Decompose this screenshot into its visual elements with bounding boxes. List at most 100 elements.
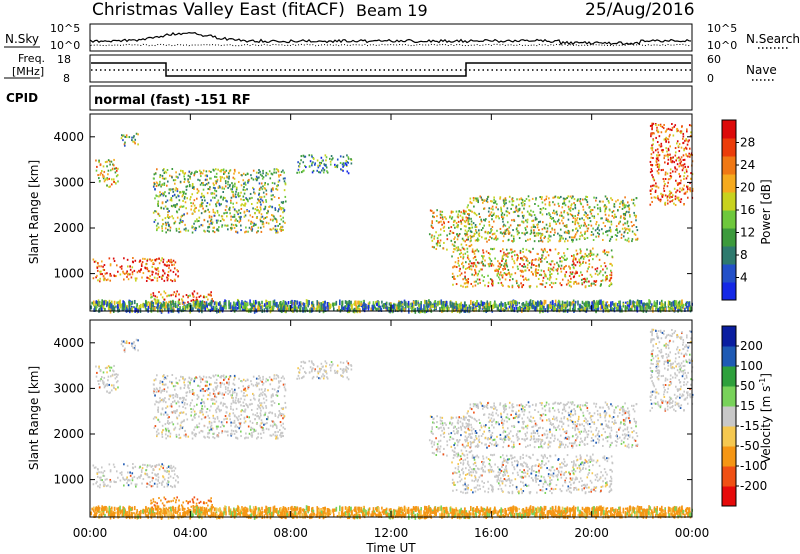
power-echo-cell <box>473 304 475 307</box>
power-echo-cell <box>544 308 546 313</box>
power-echo-cell <box>363 302 365 307</box>
power-echo-cell <box>557 220 559 223</box>
power-echo-cell <box>208 216 211 219</box>
power-echo-cell <box>104 307 106 311</box>
power-echo-cell <box>212 308 215 312</box>
power-echo-cell <box>173 308 175 312</box>
power-echo-cell <box>430 224 433 227</box>
power-echo-cell <box>446 248 448 251</box>
power-echo-cell <box>262 169 264 172</box>
power-echo-cell <box>260 226 262 229</box>
power-echo-cell <box>533 305 536 311</box>
power-echo-cell <box>206 220 209 223</box>
power-echo-cell <box>600 304 602 308</box>
power-echo-cell <box>673 308 675 312</box>
power-echo-cell <box>168 210 170 213</box>
power-echo-cell <box>325 164 327 167</box>
power-echo-cell <box>563 210 566 213</box>
velocity-echo-cell <box>134 483 137 486</box>
power-echo-cell <box>502 303 504 307</box>
power-echo-cell <box>515 206 517 209</box>
power-echo-cell <box>215 219 218 222</box>
power-echo-cell <box>259 170 261 173</box>
power-echo-cell <box>161 174 164 177</box>
power-echo-cell <box>594 268 597 271</box>
power-echo-cell <box>570 197 573 200</box>
power-echo-cell <box>282 211 284 214</box>
power-echo-cell <box>126 270 128 273</box>
power-echo-cell <box>613 205 616 208</box>
power-echo-cell <box>175 210 178 213</box>
power-echo-cell <box>603 249 606 252</box>
power-echo-cell <box>595 199 597 202</box>
power-echo-cell <box>164 264 167 267</box>
colorbar-tick-label: 24 <box>740 158 755 172</box>
power-echo-cell <box>516 258 519 261</box>
power-echo-cell <box>565 283 568 286</box>
velocity-echo-cell <box>95 482 97 485</box>
power-echo-cell <box>176 188 179 191</box>
power-echo-cell <box>121 135 124 138</box>
power-echo-cell <box>274 207 277 210</box>
power-echo-cell <box>631 198 633 201</box>
power-echo-cell <box>300 159 302 162</box>
power-echo-cell <box>661 305 663 309</box>
power-echo-cell <box>403 308 406 313</box>
power-echo-cell <box>102 278 105 281</box>
power-echo-cell <box>576 252 579 255</box>
power-echo-cell <box>583 232 586 235</box>
power-echo-cell <box>469 234 472 237</box>
power-echo-cell <box>355 305 358 310</box>
power-echo-cell <box>281 304 284 309</box>
power-echo-cell <box>259 220 262 223</box>
power-echo-cell <box>484 309 486 312</box>
power-echo-cell <box>550 260 553 263</box>
power-echo-cell <box>523 214 525 217</box>
power-echo-cell <box>252 300 255 306</box>
power-echo-cell <box>608 239 611 242</box>
velocity-echo-cell <box>131 466 134 469</box>
power-echo-cell <box>622 204 624 207</box>
power-echo-cell <box>553 219 555 222</box>
power-echo-cell <box>480 229 483 232</box>
power-echo-cell <box>605 206 608 209</box>
power-echo-cell <box>486 201 489 204</box>
power-echo-cell <box>125 136 128 139</box>
power-echo-cell <box>458 210 461 213</box>
power-echo-cell <box>522 275 524 278</box>
power-echo-cell <box>521 269 523 272</box>
power-echo-cell <box>328 302 330 306</box>
power-echo-cell <box>215 203 217 206</box>
power-echo-cell <box>524 233 526 236</box>
power-echo-cell <box>491 284 494 287</box>
power-echo-cell <box>240 191 242 194</box>
power-echo-cell <box>119 273 122 276</box>
power-echo-cell <box>210 177 212 180</box>
velocity-echo-cell <box>163 469 166 472</box>
power-echo-cell <box>231 227 233 230</box>
power-echo-cell <box>588 284 590 287</box>
power-echo-cell <box>679 158 682 161</box>
power-echo-cell <box>586 196 589 199</box>
power-echo-cell <box>659 125 662 128</box>
power-echo-cell <box>196 218 198 221</box>
power-echo-cell <box>400 308 403 313</box>
power-echo-cell <box>209 304 212 307</box>
power-echo-cell <box>620 236 623 239</box>
power-echo-cell <box>267 183 269 186</box>
power-echo-cell <box>113 158 115 161</box>
power-echo-cell <box>513 300 516 305</box>
power-echo-cell <box>173 204 175 207</box>
power-echo-cell <box>501 276 504 279</box>
power-echo-cell <box>492 213 495 216</box>
power-echo-cell <box>442 220 445 223</box>
power-echo-cell <box>512 200 515 203</box>
power-echo-cell <box>572 195 574 198</box>
power-echo-cell <box>167 214 169 217</box>
power-echo-cell <box>555 211 558 214</box>
power-echo-cell <box>228 175 230 178</box>
power-echo-cell <box>491 248 494 251</box>
power-echo-cell <box>620 200 623 203</box>
power-echo-cell <box>585 225 588 228</box>
power-echo-cell <box>232 195 235 198</box>
